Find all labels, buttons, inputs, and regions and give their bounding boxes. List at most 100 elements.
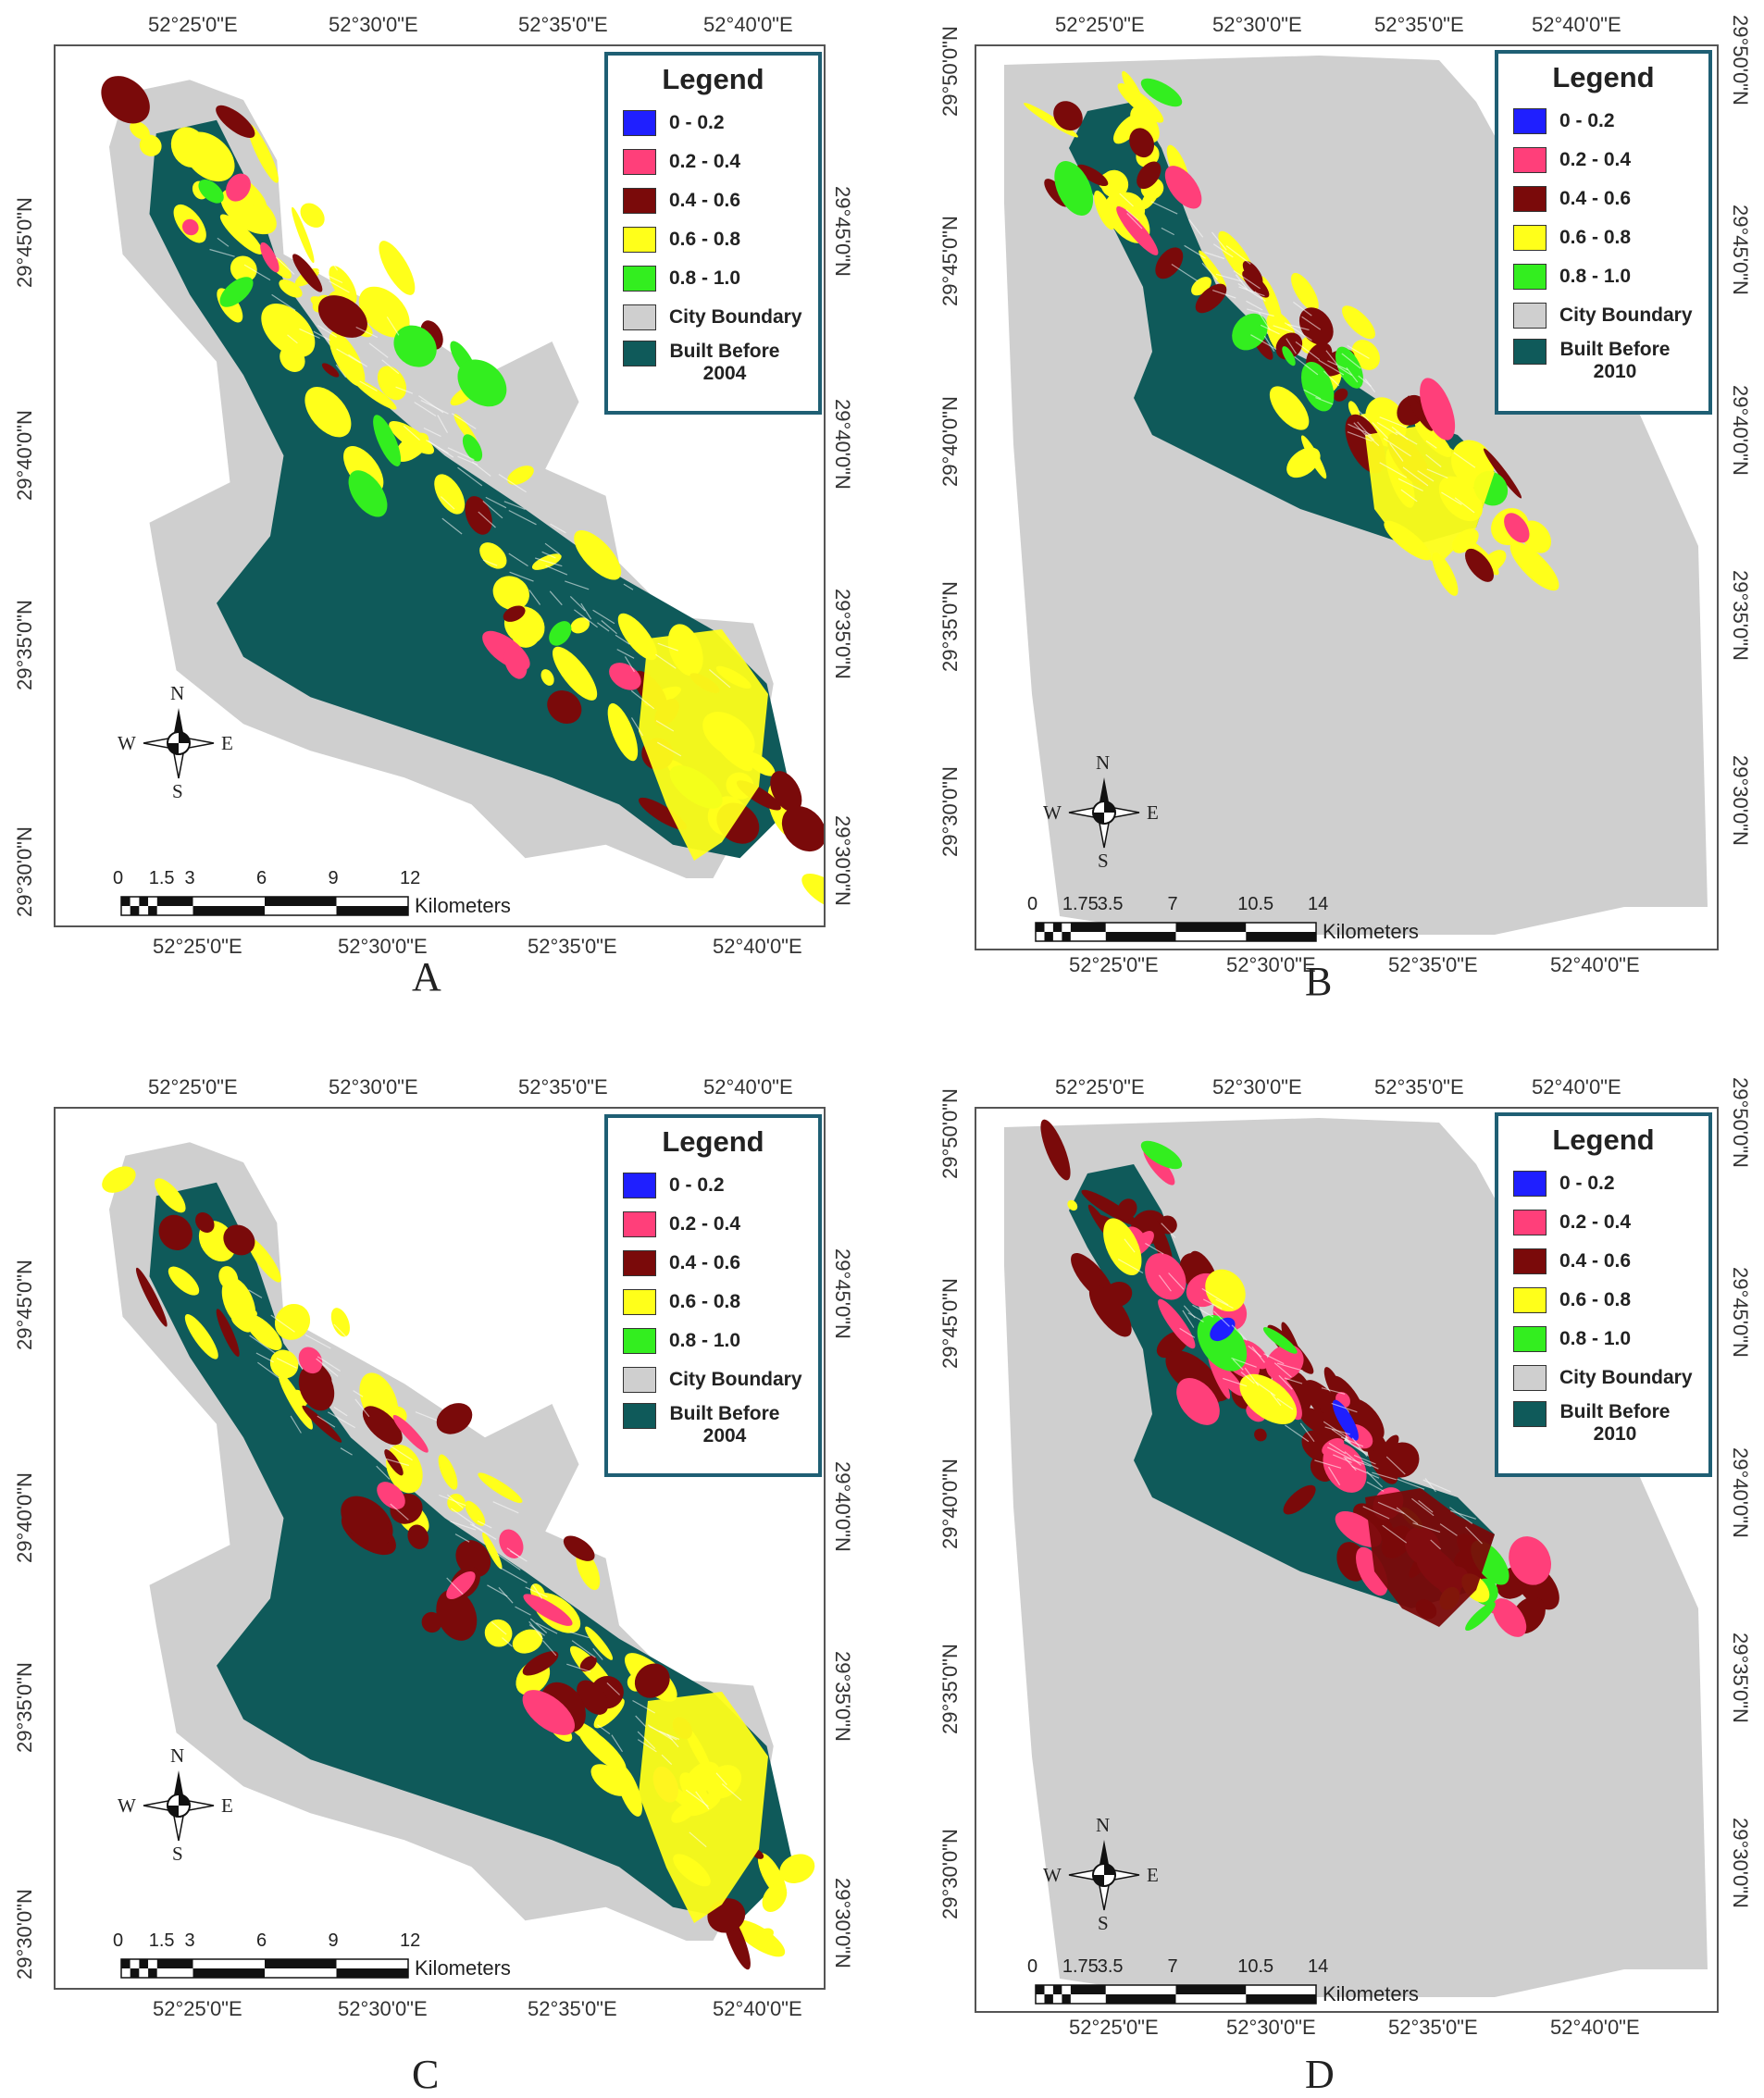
legend-item-built-before: Built Before 2004 — [608, 1399, 818, 1457]
legend-swatch — [623, 1403, 656, 1429]
longitude-label-top: 52°40'0"E — [703, 1075, 793, 1099]
legend-item: City Boundary — [608, 298, 818, 337]
legend-label: 0.4 - 0.6 — [669, 190, 741, 211]
north-arrow-icon: N S E W — [118, 1744, 233, 1865]
map-panel-b: Legend 0 - 0.2 0.2 - 0.4 0.4 - 0.6 0.6 - 0.8… — [925, 0, 1764, 1035]
latitude-label-left: 29°30'0"N — [13, 1889, 36, 1980]
longitude-label-bottom: 52°25'0"E — [1069, 953, 1159, 976]
north-arrow-icon: N S E W — [1043, 1814, 1159, 1934]
latitude-label-left: 29°40'0"N — [938, 1459, 962, 1549]
legend-label: City Boundary — [1559, 1367, 1693, 1388]
longitude-label-bottom: 52°35'0"E — [528, 935, 617, 958]
legend-item: 0.4 - 0.6 — [608, 181, 818, 220]
legend-label: 0.4 - 0.6 — [1559, 188, 1632, 209]
longitude-label-bottom: 52°30'0"E — [1226, 2016, 1316, 2039]
scale-tick-label: 0 — [1027, 894, 1038, 914]
longitude-label-top: 52°35'0"E — [1374, 13, 1464, 36]
longitude-label-top: 52°25'0"E — [1055, 13, 1145, 36]
latitude-label-right: 29°45'0"N — [831, 1248, 854, 1339]
legend-item: City Boundary — [1498, 1359, 1708, 1397]
legend-label: 0.2 - 0.4 — [669, 151, 741, 172]
latitude-label-right: 29°35'0"N — [1729, 570, 1752, 661]
legend-swatch — [623, 266, 656, 292]
longitude-label-top: 52°30'0"E — [329, 1075, 418, 1099]
longitude-label-bottom: 52°30'0"E — [1226, 953, 1316, 976]
legend-label-line2: 2004 — [702, 363, 747, 384]
legend-swatch — [1513, 147, 1547, 173]
longitude-label-top: 52°40'0"E — [703, 13, 793, 36]
legend-item: 0 - 0.2 — [608, 104, 818, 143]
compass-e: E — [221, 1794, 233, 1817]
legend-item: 0.2 - 0.4 — [1498, 141, 1708, 180]
compass-n: N — [1096, 1814, 1111, 1836]
legend-item: City Boundary — [608, 1360, 818, 1399]
latitude-label-left: 29°30'0"N — [938, 766, 962, 857]
legend-label: 0.8 - 1.0 — [669, 267, 741, 289]
legend-swatch — [623, 1173, 656, 1198]
legend-label: Built Before 2010 — [1559, 339, 1671, 383]
legend-swatch — [623, 1289, 656, 1315]
latitude-label-left: 29°35'0"N — [13, 600, 36, 690]
compass-w: W — [1043, 801, 1062, 824]
legend-label: 0.8 - 1.0 — [1559, 266, 1632, 287]
legend-item: City Boundary — [1498, 296, 1708, 335]
longitude-label-top: 52°40'0"E — [1532, 1075, 1621, 1099]
scale-bar-graphic — [120, 1958, 409, 1979]
compass-w: W — [118, 732, 136, 754]
legend-swatch — [623, 110, 656, 136]
scale-tick-label: 1.5 — [148, 1930, 175, 1951]
latitude-label-right: 29°45'0"N — [831, 186, 854, 277]
legend-swatch — [1513, 225, 1547, 251]
scale-tick-label: 3.5 — [1097, 894, 1124, 914]
latitude-label-left: 29°40'0"N — [13, 410, 36, 501]
scale-unit-label: Kilometers — [1323, 920, 1419, 943]
latitude-label-right: 29°45'0"N — [1729, 205, 1752, 295]
latitude-label-left: 29°40'0"N — [13, 1472, 36, 1563]
legend-swatch — [1513, 1401, 1547, 1427]
latitude-label-right: 29°35'0"N — [831, 1651, 854, 1742]
map-panel-d: Legend 0 - 0.2 0.2 - 0.4 0.4 - 0.6 0.6 - 0.8… — [925, 1062, 1764, 2097]
legend-label-line2: 2004 — [702, 1425, 747, 1446]
legend-label: 0.6 - 0.8 — [1559, 227, 1632, 248]
latitude-label-left: 29°45'0"N — [13, 1260, 36, 1350]
street-network — [248, 1289, 742, 1848]
map-panel-a: Legend 0 - 0.2 0.2 - 0.4 0.4 - 0.6 0.6 - 0.8… — [0, 0, 854, 1035]
compass-n: N — [1096, 751, 1111, 774]
scale-tick-label: 1.75 — [1062, 894, 1099, 914]
latitude-label-right: 29°45'0"N — [1729, 1267, 1752, 1358]
latitude-label-left: 29°30'0"N — [938, 1829, 962, 1919]
legend-item: 0.4 - 0.6 — [1498, 1242, 1708, 1281]
latitude-label-right: 29°50'0"N — [1729, 1077, 1752, 1168]
scale-tick-label: 14 — [1308, 894, 1329, 914]
latitude-label-right: 29°40'0"N — [1729, 385, 1752, 476]
scale-bar: 0 1.5 3 6 9 12 Kilometers — [113, 1930, 528, 1986]
scale-unit-label: Kilometers — [1323, 1982, 1419, 2005]
legend-item: 0 - 0.2 — [1498, 102, 1708, 141]
latitude-label-left: 29°35'0"N — [938, 1644, 962, 1734]
legend-item: 0.8 - 1.0 — [1498, 257, 1708, 296]
legend-swatch — [623, 1328, 656, 1354]
legend-label: 0 - 0.2 — [669, 112, 725, 133]
legend-label: City Boundary — [1559, 304, 1693, 326]
latitude-label-left: 29°50'0"N — [938, 26, 962, 117]
legend-item: 0.4 - 0.6 — [608, 1244, 818, 1283]
longitude-label-bottom: 52°30'0"E — [338, 1997, 428, 2020]
legend-label: Built Before 2004 — [669, 1403, 780, 1447]
scale-unit-label: Kilometers — [415, 894, 511, 917]
longitude-label-top: 52°25'0"E — [148, 1075, 238, 1099]
suitability-patches — [1040, 1119, 1559, 1637]
legend-label: City Boundary — [669, 306, 802, 328]
legend-label: 0.2 - 0.4 — [669, 1213, 741, 1235]
scale-tick-label: 6 — [256, 1930, 267, 1951]
map-canvas — [101, 76, 824, 910]
scale-tick-label: 12 — [400, 1930, 421, 1951]
scale-tick-label: 9 — [328, 868, 339, 888]
legend-swatch — [1513, 264, 1547, 290]
legend-title: Legend — [662, 63, 764, 95]
legend-item-built-before: Built Before 2010 — [1498, 1397, 1708, 1455]
panel-letter: C — [412, 2052, 440, 2097]
street-network — [1117, 1223, 1483, 1550]
scale-bar-graphic — [120, 896, 409, 916]
longitude-label-top: 52°25'0"E — [148, 13, 238, 36]
map-panel-c: Legend 0 - 0.2 0.2 - 0.4 0.4 - 0.6 0.6 - 0.8… — [0, 1062, 854, 2097]
